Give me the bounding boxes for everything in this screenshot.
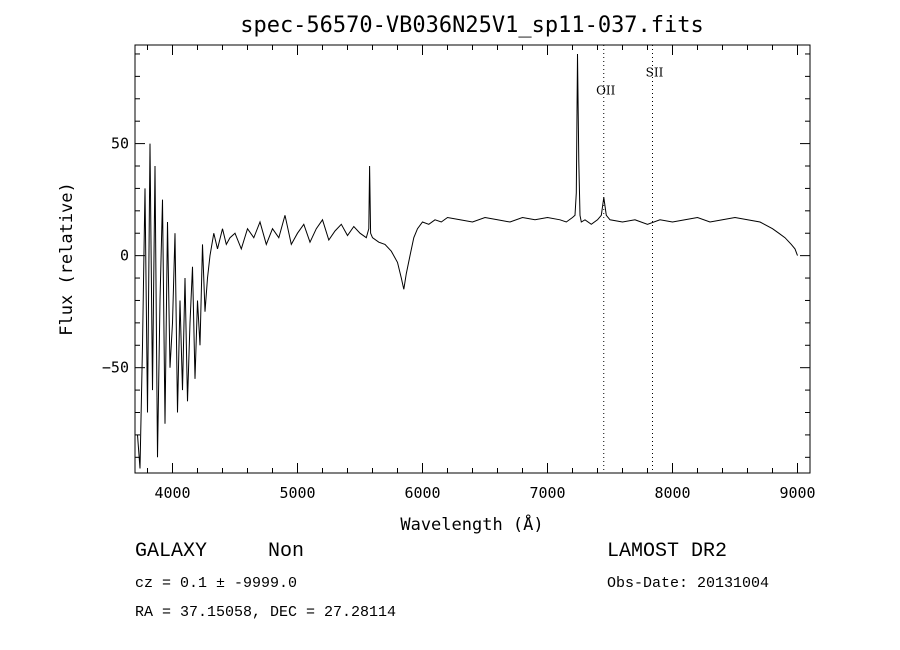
chart-title: spec-56570-VB036N25V1_sp11-037.fits <box>240 13 704 38</box>
x-tick-label: 7000 <box>529 484 565 502</box>
coordinates: RA = 37.15058, DEC = 27.28114 <box>135 604 397 621</box>
spectrum-line <box>137 53 798 469</box>
x-tick-label: 9000 <box>779 484 815 502</box>
x-axis-label: Wavelength (Å) <box>400 513 543 535</box>
redshift-readout: cz = 0.1 ± -9999.0 <box>135 575 298 592</box>
x-tick-label: 8000 <box>654 484 690 502</box>
plot-frame <box>134 44 811 474</box>
y-tick-label: −50 <box>102 359 129 377</box>
obs-date: Obs-Date: 20131004 <box>607 575 770 592</box>
y-tick-label: 0 <box>120 247 129 265</box>
x-tick-label: 6000 <box>404 484 440 502</box>
line-markers <box>603 45 653 473</box>
object-subclass: Non <box>268 540 305 563</box>
axis-ticks: 4000 5000 6000 7000 8000 9000 −50 0 50 <box>102 45 816 502</box>
line-annotations: OII SII <box>596 65 664 97</box>
object-class: GALAXY <box>135 540 208 563</box>
x-tick-label: 5000 <box>279 484 315 502</box>
y-tick-label: 50 <box>111 135 129 153</box>
line-annotation: SII <box>646 65 664 79</box>
survey-name: LAMOST DR2 <box>607 540 728 563</box>
line-annotation: OII <box>596 83 616 97</box>
y-axis-label: Flux (relative) <box>57 182 77 336</box>
x-tick-label: 4000 <box>154 484 190 502</box>
